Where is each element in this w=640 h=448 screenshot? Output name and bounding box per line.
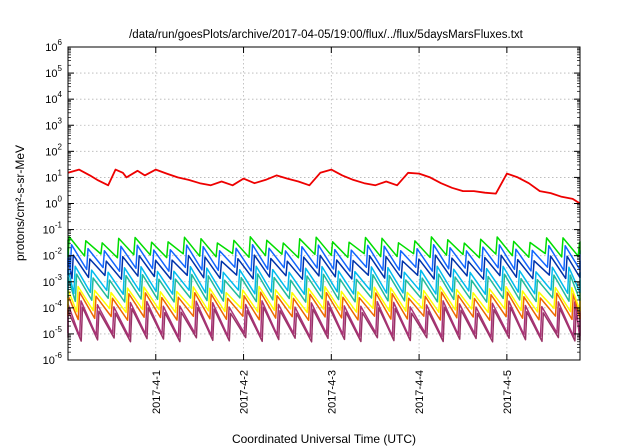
series-line: [67, 291, 581, 322]
series-line: [67, 243, 581, 273]
y-tick-label: 102: [45, 142, 62, 158]
series-line: [67, 306, 581, 343]
y-tick-label: 10-6: [43, 351, 63, 367]
series-line: [67, 300, 581, 338]
x-axis-ticks: 2017-4-1 2017-4-2 2017-4-3 2017-4-4 2017-4-5: [151, 47, 514, 414]
series-layer: [67, 168, 581, 343]
series-line: [67, 236, 581, 259]
y-tick-label: 106: [45, 38, 62, 54]
series-line: [67, 254, 581, 280]
y-axis-label: protons/cm²-s-sr-MeV: [13, 145, 27, 261]
y-tick-label: 101: [45, 168, 62, 184]
x-tick-label: 2017-4-4: [414, 370, 426, 414]
y-tick-label: 10-1: [43, 221, 63, 237]
y-tick-label: 10-3: [43, 273, 63, 289]
y-tick-label: 105: [45, 64, 62, 80]
x-axis-label: Coordinated Universal Time (UTC): [232, 432, 416, 446]
y-tick-label: 100: [45, 195, 62, 211]
chart-title: /data/run/goesPlots/archive/2017-04-05/1…: [129, 29, 524, 41]
y-tick-label: 103: [45, 116, 62, 132]
series-line: [67, 285, 581, 314]
x-tick-label: 2017-4-1: [151, 370, 163, 414]
y-tick-label: 10-2: [43, 247, 63, 263]
series-line: [67, 265, 581, 295]
y-axis-ticks: 10-6 10-5 10-4 10-3 10-2 10-1 100 101 102 103 104 1…: [43, 38, 580, 367]
x-tick-label: 2017-4-5: [502, 370, 514, 414]
y-tick-label: 104: [45, 90, 62, 106]
series-line: [67, 168, 581, 205]
x-tick-label: 2017-4-3: [326, 370, 338, 414]
y-tick-label: 10-4: [43, 299, 63, 315]
series-line: [67, 273, 581, 303]
x-tick-label: 2017-4-2: [239, 370, 251, 414]
y-tick-label: 10-5: [43, 325, 63, 341]
